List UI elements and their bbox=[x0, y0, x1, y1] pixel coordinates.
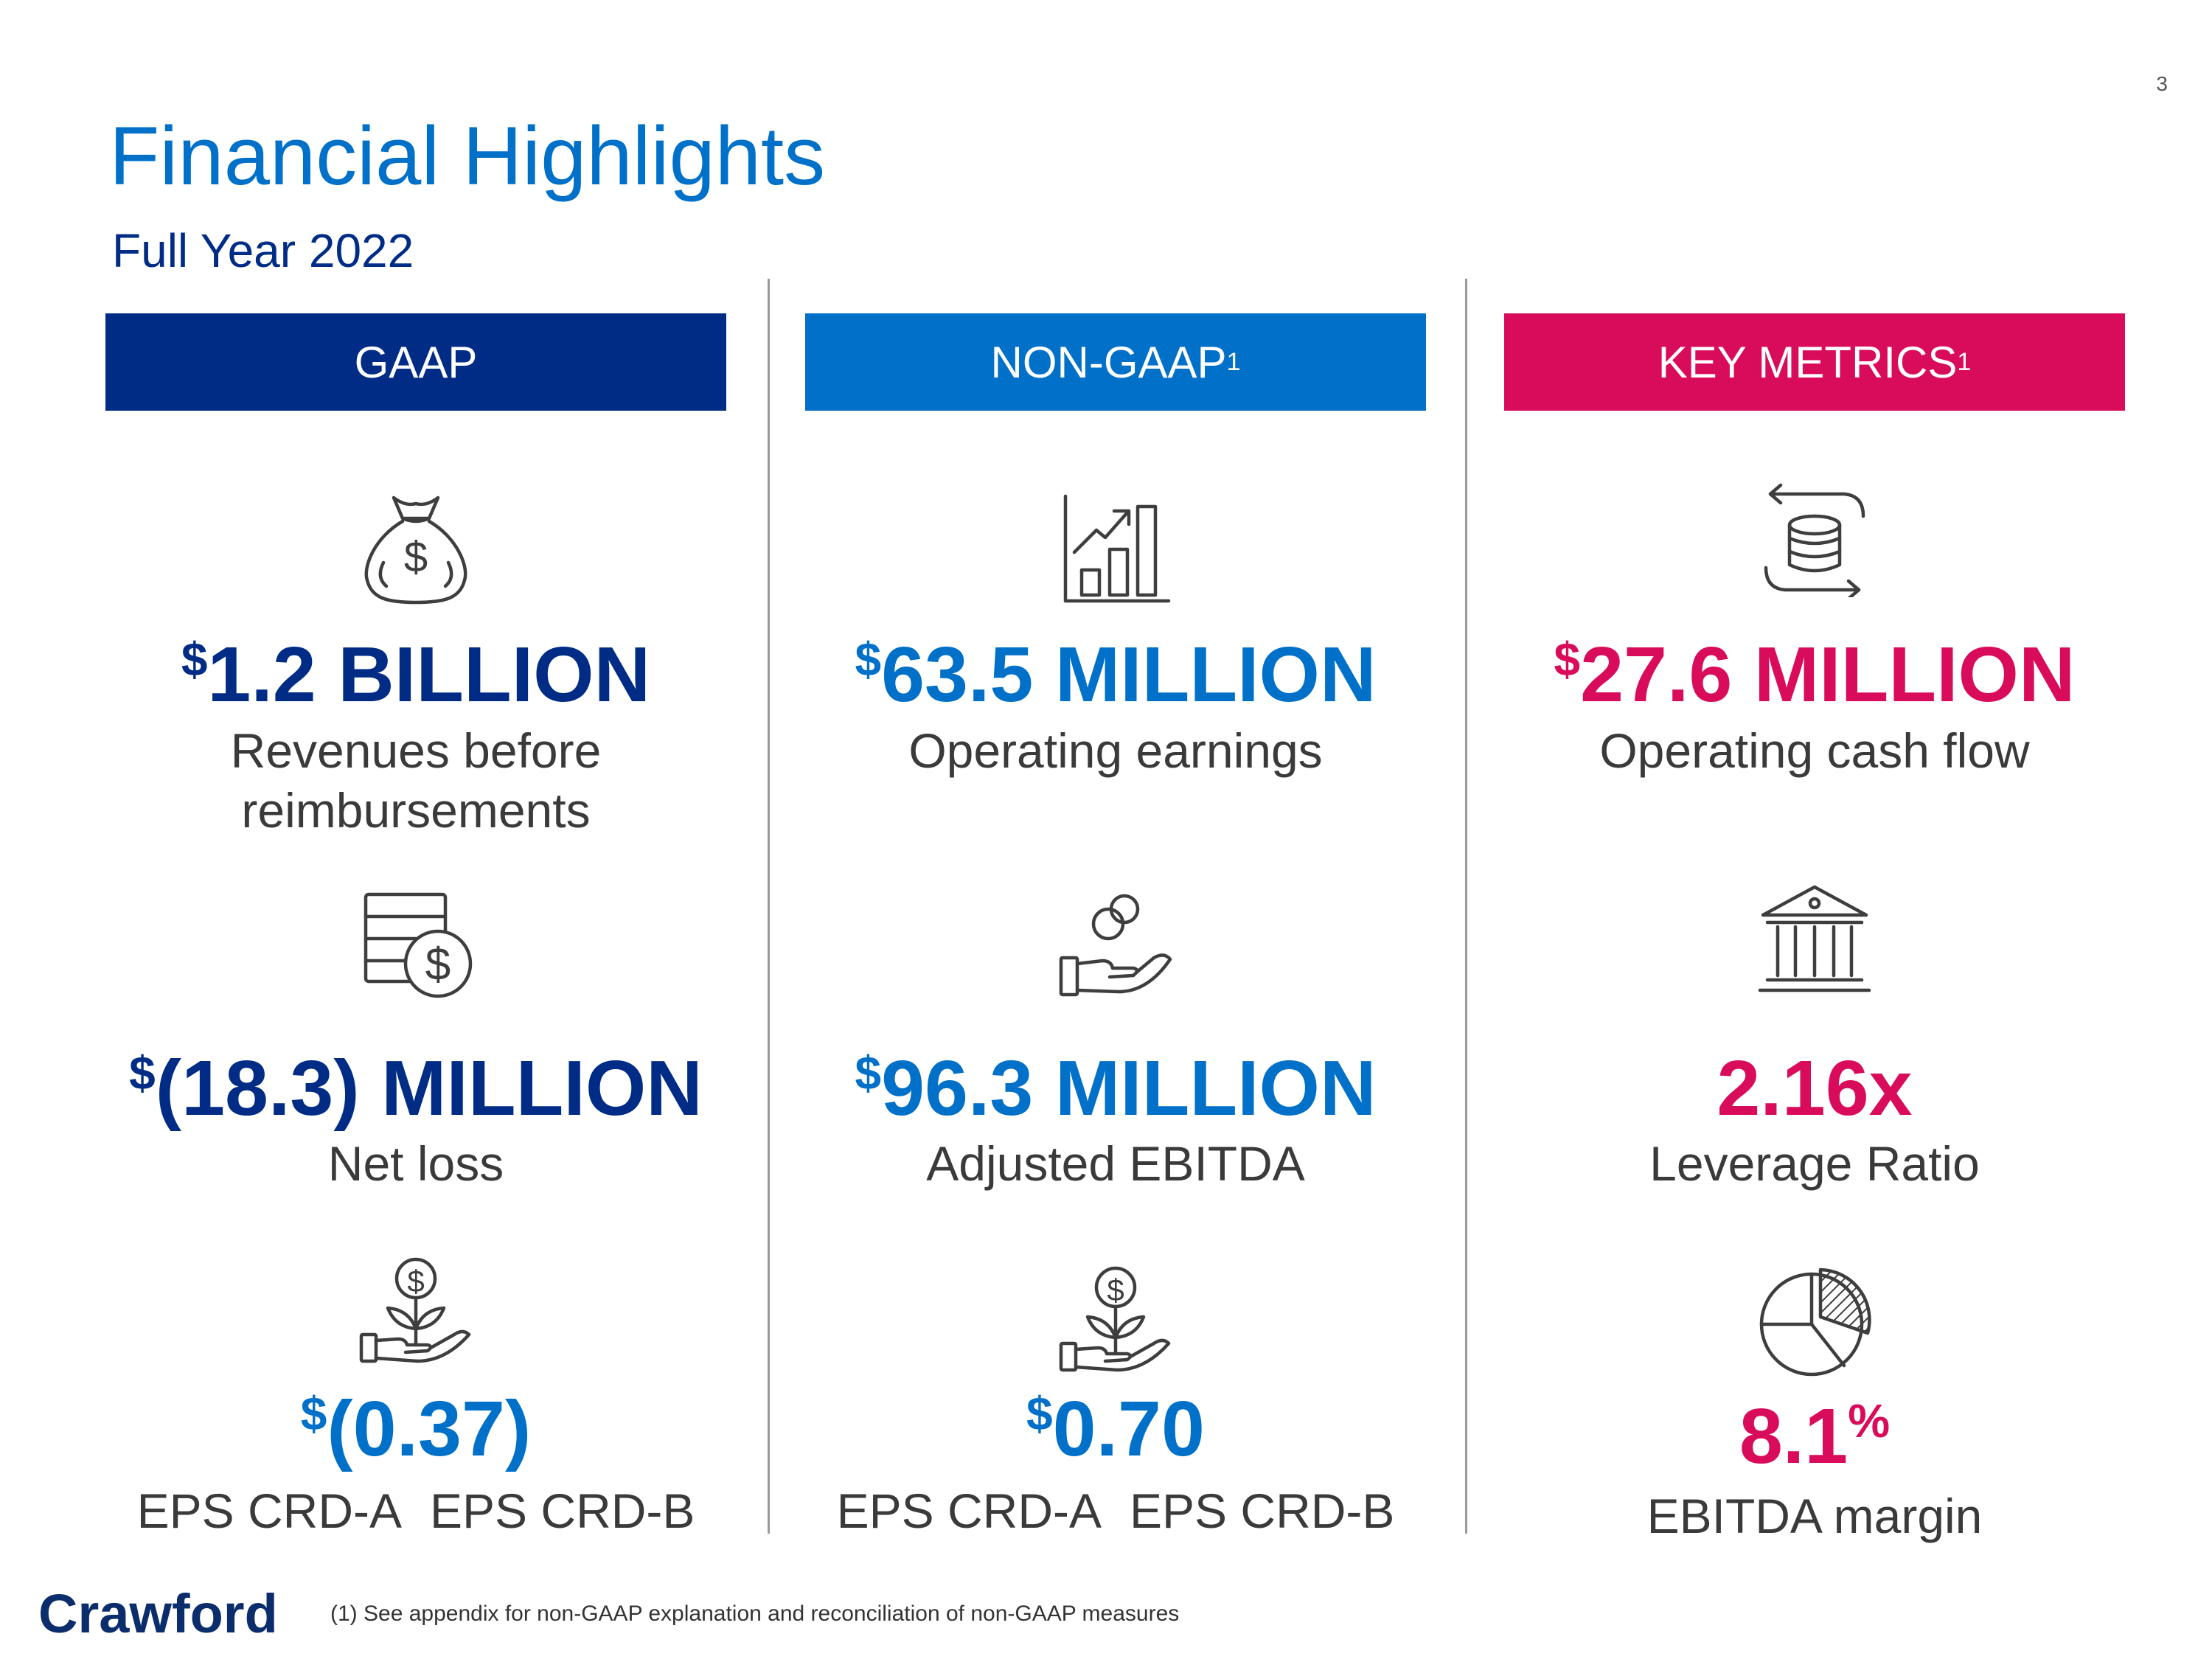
ebitda-margin-value: 8.1% bbox=[1739, 1393, 1891, 1481]
eps-crd-a-label: EPS CRD-A bbox=[836, 1484, 1102, 1538]
cash-flow-coins-icon bbox=[1756, 479, 1874, 597]
ebitda-margin-label: EBITDA margin bbox=[1646, 1489, 1983, 1543]
dollar-ledger-icon: $ bbox=[357, 887, 475, 1005]
bank-icon bbox=[1756, 881, 1874, 999]
pie-chart-icon bbox=[1756, 1262, 1874, 1380]
growth-chart-icon bbox=[1057, 490, 1175, 608]
page-title: Financial Highlights bbox=[109, 110, 826, 202]
crawford-logo: Crawford bbox=[38, 1583, 278, 1644]
revenue-label: Revenues before reimbursements bbox=[230, 723, 602, 838]
svg-text:$: $ bbox=[425, 939, 451, 990]
operating-cash-flow-value: $27.6 MILLION bbox=[1554, 631, 2076, 719]
hand-coins-icon bbox=[1057, 887, 1175, 1005]
column-divider bbox=[768, 279, 770, 1534]
page-number: 3 bbox=[2156, 72, 2168, 95]
adjusted-ebitda-label: Adjusted EBITDA bbox=[926, 1136, 1305, 1191]
svg-text:$: $ bbox=[1107, 1273, 1124, 1307]
eps-non-gaap-labels: EPS CRD-A EPS CRD-B bbox=[805, 1481, 1426, 1541]
non-gaap-column: NON-GAAP 1 $63.5 MILLION Operating earnin… bbox=[805, 0, 1426, 1659]
plant-dollar-hand-icon: $ bbox=[357, 1253, 475, 1371]
operating-cash-flow-label: Operating cash flow bbox=[1599, 723, 2030, 778]
adjusted-ebitda-value: $96.3 MILLION bbox=[855, 1045, 1377, 1133]
leverage-ratio-label: Leverage Ratio bbox=[1649, 1136, 1980, 1191]
eps-non-gaap-value: $0.70 bbox=[1026, 1385, 1205, 1473]
eps-crd-a-label: EPS CRD-A bbox=[136, 1484, 402, 1538]
money-bag-icon: $ bbox=[357, 490, 475, 608]
eps-crd-b-label: EPS CRD-B bbox=[430, 1484, 695, 1538]
footnote: (1) See appendix for non-GAAP explanatio… bbox=[330, 1601, 1180, 1626]
revenue-value: $1.2 BILLION bbox=[181, 631, 651, 719]
column-divider bbox=[1465, 279, 1467, 1534]
eps-crd-b-label: EPS CRD-B bbox=[1130, 1484, 1395, 1538]
key-metrics-header: KEY METRICS 1 bbox=[1504, 313, 2125, 411]
leverage-ratio-value: 2.16x bbox=[1717, 1045, 1913, 1132]
page-subtitle: Full Year 2022 bbox=[112, 224, 414, 277]
net-loss-label: Net loss bbox=[327, 1136, 504, 1191]
gaap-header: GAAP bbox=[105, 313, 726, 411]
non-gaap-header: NON-GAAP 1 bbox=[805, 313, 1426, 411]
net-loss-value: $(18.3) MILLION bbox=[129, 1045, 703, 1133]
key-metrics-column: KEY METRICS 1 $27.6 MILLION Operating cas… bbox=[1504, 0, 2125, 1659]
plant-dollar-hand-icon: $ bbox=[1057, 1262, 1175, 1380]
eps-gaap-labels: EPS CRD-A EPS CRD-B bbox=[105, 1481, 726, 1541]
operating-earnings-label: Operating earnings bbox=[908, 723, 1323, 778]
eps-gaap-value: $(0.37) bbox=[300, 1385, 532, 1473]
gaap-column: GAAP $ $1.2 BILLION Revenues before reim… bbox=[105, 0, 726, 1659]
operating-earnings-value: $63.5 MILLION bbox=[855, 631, 1377, 719]
svg-text:$: $ bbox=[407, 1264, 424, 1298]
svg-text:$: $ bbox=[404, 533, 428, 581]
